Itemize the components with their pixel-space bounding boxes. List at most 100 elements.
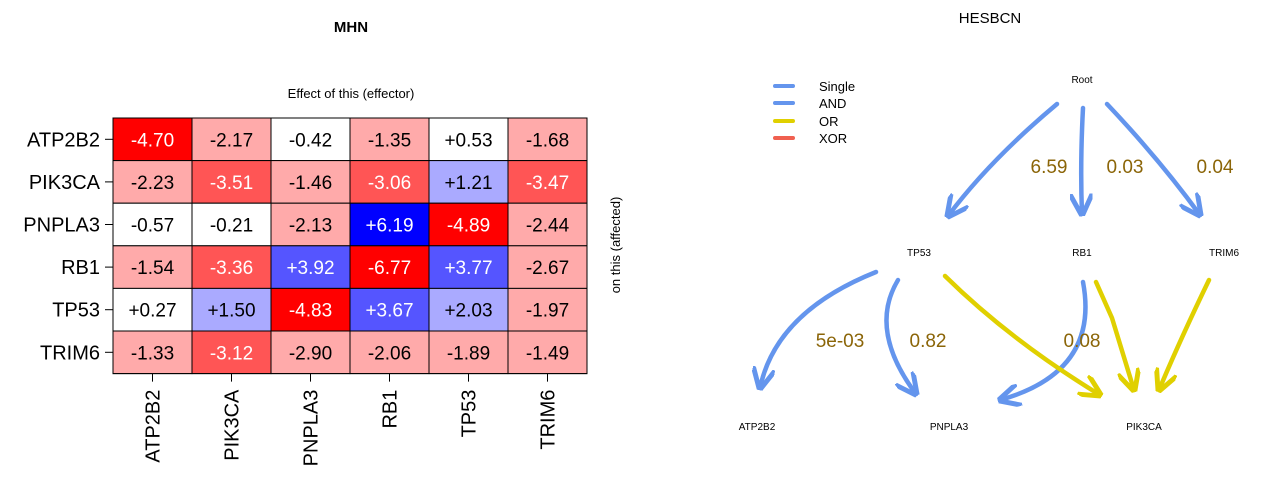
heatmap-cell-label: -3.51 [210,173,253,194]
heatmap-cell [349,245,430,289]
edge-label-tp53-atp2b2: 5e-03 [816,331,865,352]
heatmap-cell [191,160,272,204]
node-pik3ca: PIK3CA [1126,422,1162,433]
heatmap-cell-label: -1.35 [368,130,411,151]
heatmap-cells: -4.70 -2.17 -0.42 -1.35 +0.53 -1.68 -2.23 -3.51… [112,117,588,375]
heatmap-cell [428,245,509,289]
heatmap-cell-label: +3.92 [286,258,334,279]
row-label: PIK3CA [29,172,101,194]
heatmap-cell [507,117,588,162]
heatmap-cell-label: -2.44 [526,216,570,237]
heatmap-cell [191,245,272,289]
heatmap-cell-label: -2.90 [289,343,332,364]
node-pnpla3: PNPLA3 [930,422,969,433]
heatmap-cell-label: -0.21 [210,216,253,237]
heatmap-cell [349,287,430,332]
heatmap-cell [507,330,588,375]
heatmap-cell-label: -3.36 [210,258,253,279]
col-label: ATP2B2 [143,390,165,463]
edge-rb1-pnpla3 [1000,279,1088,400]
col-label: PNPLA3 [301,390,323,467]
hesbcn-title: HESBCN [959,10,1022,27]
edge-root-rb1 [1081,105,1083,214]
heatmap-cell [428,287,509,332]
heatmap-cell [349,160,430,204]
row-label: RB1 [61,257,100,279]
edge-label-root-rb1: 0.03 [1107,157,1144,178]
node-rb1: RB1 [1072,248,1092,259]
heatmap-cell [428,202,509,247]
heatmap-cell-label: -2.23 [131,173,174,194]
heatmap-border [112,117,588,375]
heatmap-cell-label: -2.06 [368,343,411,364]
heatmap-cell [112,287,193,332]
heatmap-cell-label: -1.46 [289,173,332,194]
heatmap-cell-label: -0.57 [131,216,174,237]
mhn-panel: MHN Effect of this (effector) on this (a… [23,19,623,466]
mhn-xlabel: Effect of this (effector) [288,86,415,101]
heatmap-cell [112,117,193,162]
heatmap-cell-label: -4.83 [289,301,332,322]
heatmap-cell-label: -1.33 [131,343,174,364]
hesbcn-nodes: Root TP53 RB1 TRIM6 ATP2B2 PNPLA3 PIK3CA [739,75,1240,433]
edge-root-trim6 [1104,101,1200,215]
edge-trim6-pik3ca [1159,277,1212,390]
row-label: TRIM6 [40,342,100,364]
row-label: TP53 [52,300,100,322]
heatmap-cell [270,245,351,289]
heatmap-cell [349,202,430,247]
heatmap-cell-label: -1.68 [526,130,569,151]
row-label: PNPLA3 [23,215,100,237]
node-trim6: TRIM6 [1209,248,1239,259]
heatmap-cell [191,202,272,247]
legend-label-xor: XOR [819,131,847,146]
edge-tp53-pnpla3 [884,277,916,394]
edge-label-root-trim6: 0.04 [1197,157,1234,178]
heatmap-cell-label: -0.42 [289,130,332,151]
heatmap-cell-label: -3.06 [368,173,411,194]
node-atp2b2: ATP2B2 [739,422,776,433]
edge-tp53-pik3ca [942,273,1100,395]
heatmap-cell-label: +1.50 [207,301,255,322]
heatmap-cell-label: +0.53 [444,130,492,151]
heatmap-cell [112,245,193,289]
edge-rb1-pik3ca [1093,279,1134,390]
heatmap-cell-label: +3.77 [444,258,492,279]
heatmap-cell [270,287,351,332]
edge-label-rb1-pik3ca: 0.08 [1064,331,1101,352]
row-label: ATP2B2 [27,129,100,151]
hesbcn-edge-labels: 6.59 0.03 0.04 5e-03 0.82 0.08 [816,157,1234,352]
edge-label-tp53-pnpla3: 0.82 [910,331,947,352]
legend-label-and: AND [819,96,846,111]
edge-label-root-tp53: 6.59 [1031,157,1068,178]
heatmap-cell [112,330,193,375]
node-tp53: TP53 [907,248,931,259]
heatmap-cell-label: -6.77 [368,258,411,279]
hesbcn-panel: HESBCN Single AND OR XOR 6.59 0.03 0.04 [739,10,1240,433]
heatmap-row-labels: ATP2B2 PIK3CA PNPLA3 RB1 TP53 TRIM6 [23,129,113,364]
hesbcn-edges [760,101,1212,400]
col-label: RB1 [380,390,402,429]
col-label: PIK3CA [222,389,244,461]
heatmap-cell-label: +3.67 [365,301,413,322]
edge-root-tp53 [948,101,1060,216]
legend-label-or: OR [819,114,839,129]
heatmap-cell-label: +6.19 [365,216,413,237]
col-label: TP53 [459,390,481,438]
legend-label-single: Single [819,79,855,94]
heatmap-cell [507,160,588,204]
mhn-title: MHN [334,19,368,36]
heatmap-cell-label: -2.17 [210,130,253,151]
heatmap-cell-label: -2.67 [526,258,569,279]
heatmap-cell-label: -1.49 [526,343,569,364]
heatmap-cell-label: +2.03 [444,301,492,322]
heatmap-col-labels: ATP2B2 PIK3CA PNPLA3 RB1 TP53 TRIM6 [143,373,560,467]
heatmap-cell [507,202,588,247]
mhn-ylabel: on this (affected) [608,197,623,294]
heatmap-cell-label: -2.13 [289,216,332,237]
heatmap-cell-label: -3.47 [526,173,569,194]
heatmap-cell-label: -1.54 [131,258,175,279]
heatmap-cell-label: -1.89 [447,343,490,364]
edge-tp53-atp2b2 [760,269,879,388]
